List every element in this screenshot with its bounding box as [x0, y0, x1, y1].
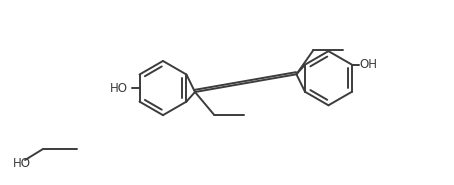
Text: HO: HO	[13, 157, 31, 170]
Text: OH: OH	[360, 58, 378, 71]
Text: HO: HO	[110, 82, 128, 95]
